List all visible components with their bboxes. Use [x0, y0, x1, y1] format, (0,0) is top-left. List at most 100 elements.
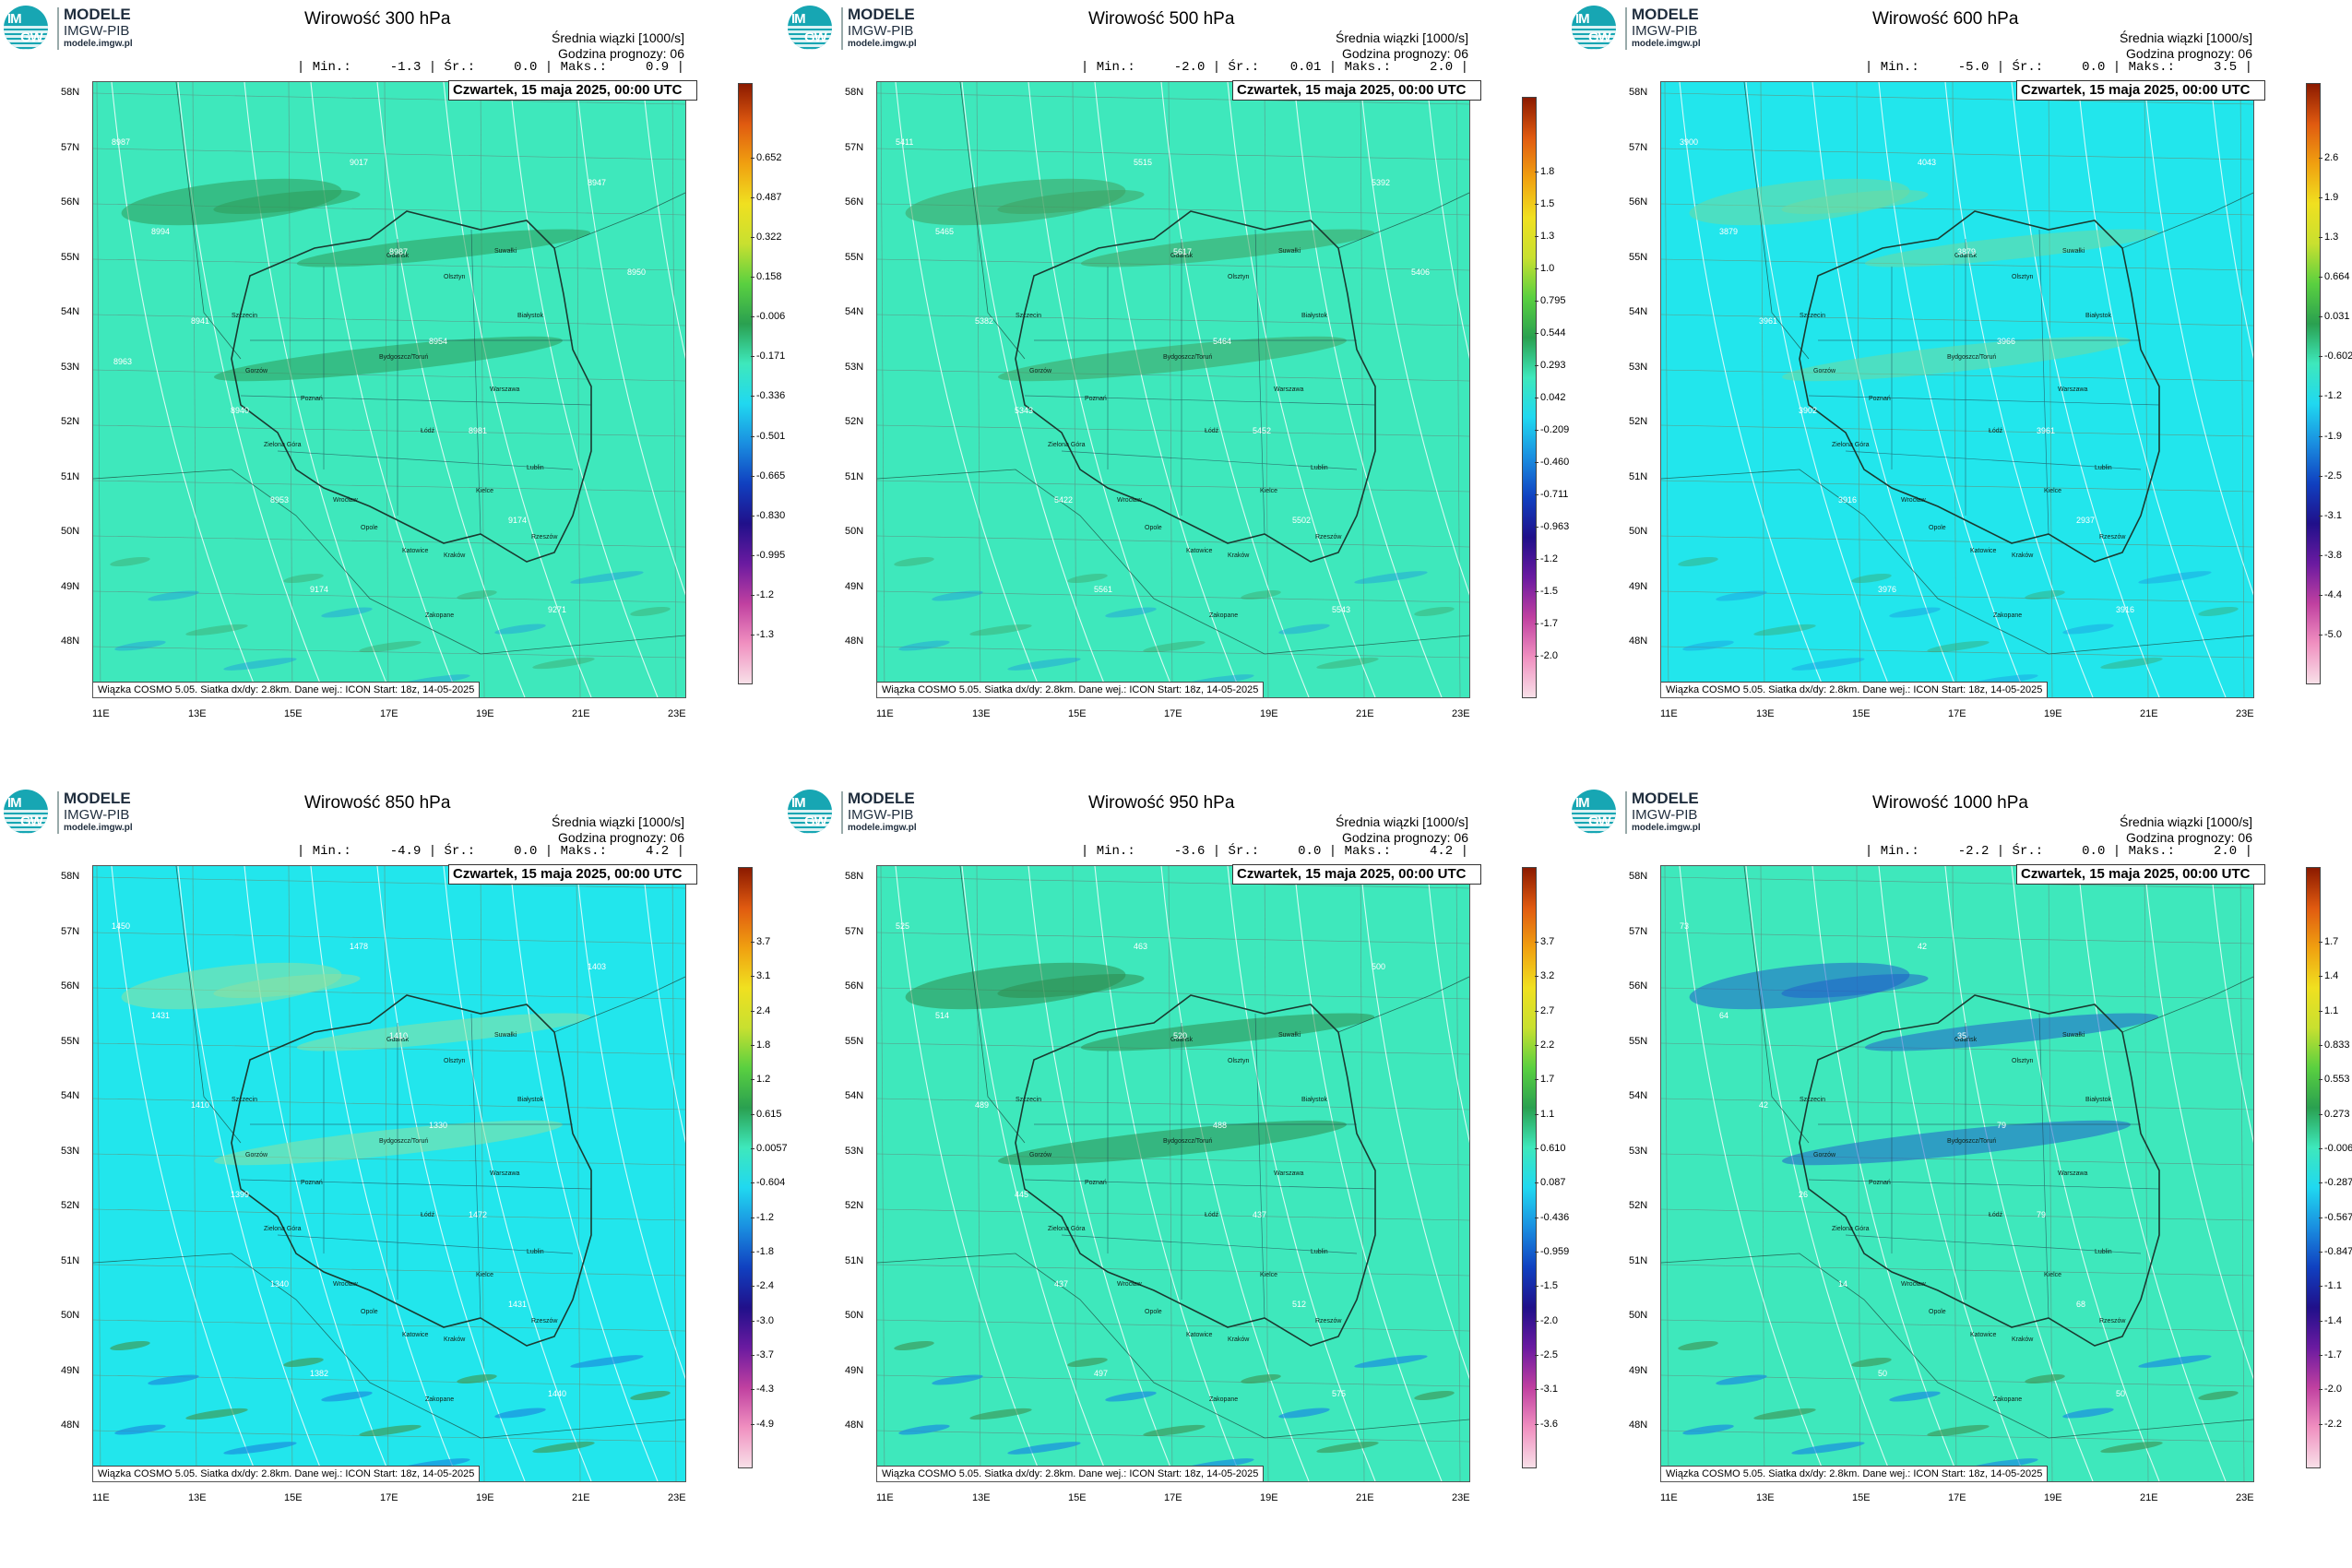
- graticule-line: [877, 590, 1469, 603]
- graticule-line: [93, 369, 685, 382]
- city-label: Gdańsk: [1954, 1037, 1978, 1043]
- graticule-line: [1661, 590, 2253, 603]
- lat-tick-label: 50N: [1629, 526, 1648, 537]
- city-label: Lublin: [527, 465, 544, 471]
- colorbar-tick-label: 3.2: [1534, 970, 1555, 982]
- subtitle: Średnia wiązki [1000/s]: [1336, 814, 1468, 829]
- panel-info: Średnia wiązki [1000/s] Godzina prognozy:…: [2120, 30, 2252, 62]
- vorticity-blob: [2138, 571, 2212, 584]
- graticule-line: [93, 424, 685, 437]
- forecast-hour: Godzina prognozy: 06: [2126, 46, 2252, 61]
- city-label: Bydgoszcz/Toruń: [379, 354, 429, 361]
- graticule-line: [877, 1264, 1469, 1277]
- city-label: Bydgoszcz/Toruń: [379, 1138, 429, 1145]
- colorbar-tick-label: 0.610: [1535, 1143, 1566, 1154]
- colorbar-tick-label: 3.7: [750, 936, 771, 947]
- colorbar-tick-label: 3.7: [1534, 936, 1555, 947]
- vorticity-band: [213, 974, 361, 998]
- graticule-line: [93, 148, 685, 160]
- vorticity-blob: [1716, 590, 1767, 601]
- colorbar: [2306, 867, 2321, 1468]
- isohypse-line: [895, 82, 1044, 697]
- vorticity-band: [1781, 974, 1929, 998]
- vorticity-blob: [1716, 1374, 1767, 1385]
- vorticity-blob: [1278, 624, 1330, 635]
- panel-title: Wirowość 950 hPa: [1088, 793, 1235, 813]
- contour-label: 1340: [270, 1279, 290, 1289]
- city-label: Rzeszów: [1315, 1318, 1342, 1324]
- vorticity-band: [296, 1013, 591, 1051]
- graticule-line: [877, 1208, 1469, 1221]
- lon-tick-label: 21E: [2140, 1492, 2158, 1503]
- graticule-line: [877, 535, 1469, 548]
- vorticity-blob: [1354, 1355, 1428, 1368]
- colorbar-tick-label: -0.567: [2318, 1211, 2352, 1223]
- city-label: Wrocław: [1901, 1281, 1926, 1288]
- city-label: Lublin: [2095, 1249, 2112, 1255]
- graticule-line: [576, 866, 581, 1481]
- contour-label: 8950: [627, 267, 647, 277]
- isohypse-line: [961, 866, 1111, 1481]
- date-label: Czwartek, 15 maja 2025, 00:00 UTC: [2016, 864, 2265, 885]
- logo-icon: IM GW: [1572, 6, 1616, 50]
- city-label: Katowice: [1970, 548, 1997, 554]
- logo-icon: IM GW: [788, 6, 832, 50]
- contour-label: 8987: [389, 247, 409, 256]
- lat-tick-label: 51N: [61, 470, 80, 482]
- vorticity-blob: [223, 658, 297, 671]
- city-label: Lublin: [2095, 465, 2112, 471]
- poland-border: [1015, 994, 1376, 1347]
- isohypse-line: [642, 866, 685, 1144]
- vorticity-band: [214, 1120, 563, 1166]
- vorticity-blob: [532, 657, 595, 670]
- colorbar-tick-label: -2.0: [1535, 1314, 1558, 1326]
- graticule-line: [1661, 1319, 2253, 1332]
- colorbar-tick-label: -3.0: [751, 1314, 774, 1326]
- graticule-line: [384, 866, 389, 1481]
- city-label: Gdańsk: [1170, 1037, 1194, 1043]
- lat-tick-label: 57N: [1629, 925, 1648, 937]
- graticule-line: [877, 1430, 1469, 1443]
- lon-tick-label: 19E: [2044, 708, 2062, 719]
- graticule-line: [1661, 1153, 2253, 1166]
- colorbar-tick-label: -0.209: [1534, 424, 1570, 435]
- colorbar-tick-label: -0.336: [750, 390, 786, 402]
- vorticity-blob: [1682, 1424, 1734, 1435]
- graticule-line: [877, 258, 1469, 271]
- colorbar-tick-label: -0.501: [750, 430, 786, 442]
- graticule-line: [93, 1319, 685, 1332]
- city-label: Zakopane: [1209, 612, 1239, 619]
- city-label: Suwałki: [2062, 1032, 2085, 1039]
- contour-label: 64: [1719, 1011, 1729, 1020]
- contour-label: 5392: [1372, 178, 1391, 187]
- city-label: Zakopane: [1993, 1396, 2023, 1403]
- lat-tick-label: 49N: [1629, 1364, 1648, 1376]
- contour-label: 5343: [1015, 406, 1034, 415]
- vorticity-blob: [1007, 658, 1081, 671]
- lat-tick-label: 54N: [845, 1090, 864, 1101]
- city-label: Olsztyn: [2012, 274, 2034, 280]
- subtitle: Średnia wiązki [1000/s]: [552, 30, 684, 45]
- city-label: Suwałki: [2062, 248, 2085, 255]
- lon-tick-label: 15E: [284, 708, 303, 719]
- contour-label: 5617: [1173, 247, 1193, 256]
- colorbar-tick-label: 0.664: [2319, 271, 2350, 283]
- voivodeship-borders: [240, 1013, 592, 1319]
- country-borders: [1661, 866, 2253, 1439]
- contour-label: 3916: [2116, 605, 2135, 614]
- isohypse-line: [244, 82, 393, 697]
- graticule-line: [877, 932, 1469, 944]
- contour-label: 3916: [1838, 495, 1858, 505]
- colorbar-tick-label: 1.2: [750, 1074, 771, 1086]
- lat-tick-label: 49N: [845, 580, 864, 592]
- graticule-line: [671, 866, 677, 1481]
- lat-tick-label: 51N: [1629, 470, 1648, 482]
- city-label: Poznań: [1869, 1180, 1891, 1186]
- contour-label: 1410: [389, 1031, 409, 1040]
- contour-label: 3961: [1759, 316, 1778, 326]
- vorticity-blob: [114, 640, 166, 651]
- logo-url: modele.imgw.pl: [1632, 823, 1701, 833]
- panel-title: Wirowość 1000 hPa: [1872, 793, 2028, 813]
- city-label: Olsztyn: [2012, 1058, 2034, 1064]
- source-note: Wiązka COSMO 5.05. Siatka dx/dy: 2.8km. …: [93, 1466, 481, 1481]
